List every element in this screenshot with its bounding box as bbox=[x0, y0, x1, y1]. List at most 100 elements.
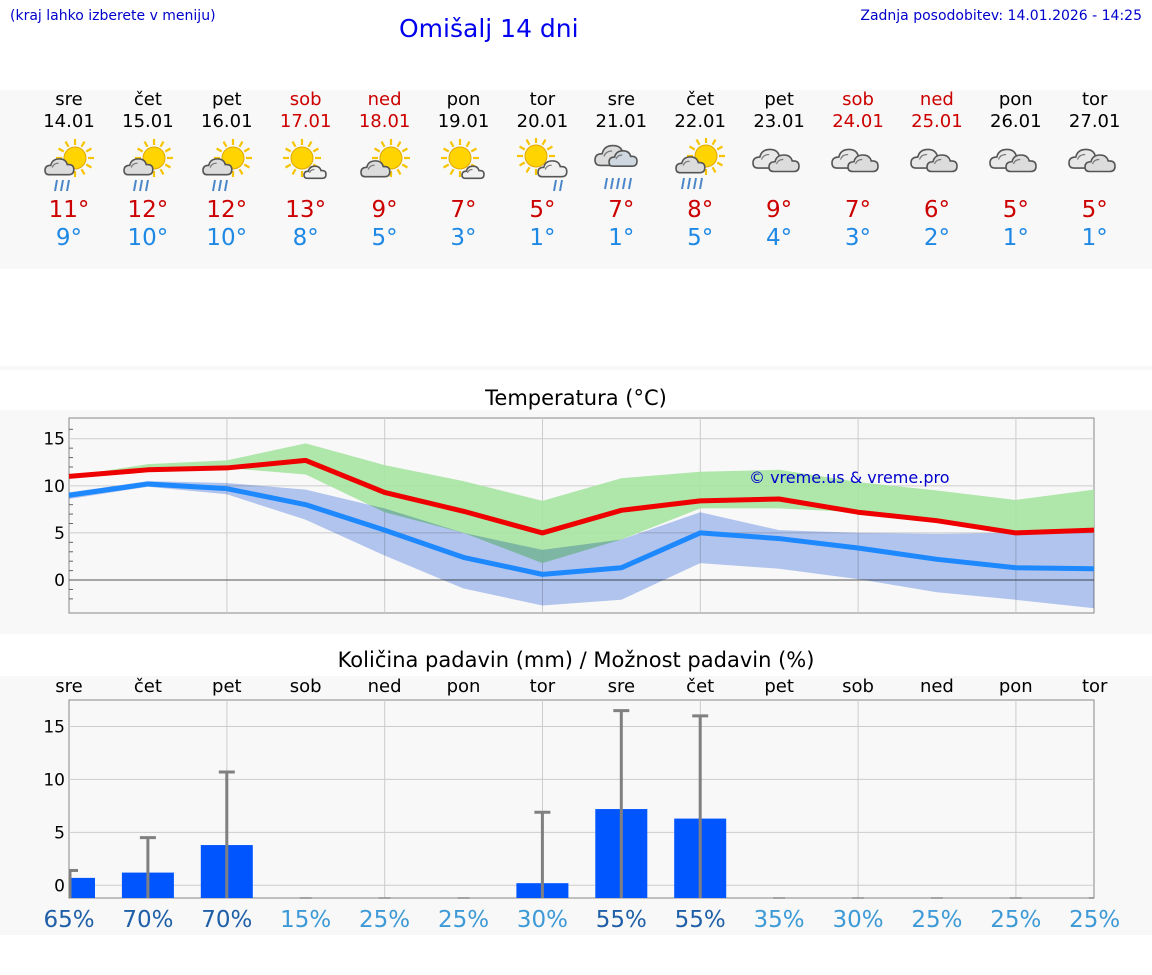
day-name: pet bbox=[764, 89, 794, 110]
category-label: čet bbox=[134, 676, 162, 697]
day-date: 22.01 bbox=[674, 111, 726, 132]
temperature-chart-title: Temperatura (°C) bbox=[485, 386, 667, 410]
day-name: čet bbox=[133, 89, 162, 110]
max-temperature: 9° bbox=[766, 197, 793, 223]
min-temperature: 5° bbox=[371, 225, 398, 251]
precipitation-probability: 30% bbox=[517, 907, 568, 933]
day-date: 18.01 bbox=[358, 111, 411, 132]
min-temperature: 10° bbox=[206, 225, 248, 251]
forecast-day: sob 17.01 13° 8° bbox=[266, 88, 346, 252]
max-temperature: 12° bbox=[206, 197, 248, 223]
day-date: 20.01 bbox=[516, 111, 569, 132]
sun-cloud-heavy-rain-icon bbox=[670, 137, 730, 194]
precipitation-probability: 55% bbox=[675, 907, 726, 933]
day-date: 16.01 bbox=[201, 111, 253, 132]
forecast-day: sob 24.01 7° 3° bbox=[818, 88, 898, 252]
precipitation-probability: 55% bbox=[596, 907, 647, 933]
sun-small-cloud-icon bbox=[434, 138, 494, 194]
min-temperature: 3° bbox=[450, 225, 477, 251]
max-temperature: 8° bbox=[687, 197, 714, 223]
precipitation-probability: 30% bbox=[832, 907, 883, 933]
cloud-rain-icon bbox=[591, 138, 651, 194]
day-date: 27.01 bbox=[1068, 111, 1121, 132]
forecast-day: sre 14.01 11° 9° bbox=[29, 88, 109, 252]
precipitation-bar bbox=[69, 877, 95, 898]
day-name: sre bbox=[55, 89, 83, 110]
day-date: 24.01 bbox=[832, 111, 884, 132]
max-temperature: 5° bbox=[529, 197, 556, 223]
day-date: 26.01 bbox=[990, 111, 1042, 132]
day-name: tor bbox=[529, 89, 556, 110]
day-name: tor bbox=[1081, 89, 1108, 110]
max-temperature: 5° bbox=[1081, 197, 1108, 223]
day-name: sob bbox=[289, 89, 322, 110]
y-tick-label: 15 bbox=[43, 717, 65, 737]
day-name: sob bbox=[842, 89, 874, 110]
min-temperature: 9° bbox=[55, 225, 83, 251]
precipitation-chart: 0 5 10 15 sre čet pet sob ned pon tor sre čet pet sob n… bbox=[43, 676, 1120, 933]
max-temperature: 7° bbox=[844, 197, 872, 223]
day-name: sre bbox=[607, 89, 636, 110]
y-tick-label: 5 bbox=[54, 524, 65, 544]
sun-small-cloud-icon bbox=[276, 138, 336, 194]
precipitation-probability: 15% bbox=[280, 907, 331, 933]
category-label: tor bbox=[530, 676, 556, 697]
category-label: pet bbox=[212, 676, 242, 697]
precipitation-probability: 25% bbox=[1069, 907, 1120, 933]
precipitation-probability: 25% bbox=[359, 907, 410, 933]
category-label: sob bbox=[842, 676, 874, 697]
day-name: pet bbox=[212, 89, 242, 110]
last-updated: Zadnja posodobitev: 14.01.2026 - 14:25 bbox=[860, 8, 1142, 24]
min-temperature: 1° bbox=[608, 225, 635, 251]
sun-cloud-rain-icon bbox=[39, 138, 99, 194]
min-temperature: 1° bbox=[529, 225, 556, 251]
min-temperature: 3° bbox=[844, 225, 872, 251]
forecast-day: tor 20.01 5° 1° bbox=[502, 88, 582, 252]
cloud-icon bbox=[1065, 138, 1125, 194]
max-temperature: 5° bbox=[1002, 197, 1029, 223]
category-label: čet bbox=[686, 676, 714, 697]
max-temperature: 9° bbox=[371, 197, 398, 223]
min-temperature: 1° bbox=[1081, 225, 1108, 251]
min-temperature: 10° bbox=[127, 225, 169, 251]
forecast-day: pon 26.01 5° 1° bbox=[976, 88, 1056, 252]
category-label: pet bbox=[764, 676, 794, 697]
max-temperature-line bbox=[68, 457, 1095, 536]
min-temperature: 1° bbox=[1002, 225, 1029, 251]
min-temperature: 4° bbox=[766, 225, 793, 251]
cloud-icon bbox=[749, 138, 809, 194]
cloud-icon bbox=[907, 138, 967, 194]
day-name: ned bbox=[367, 89, 402, 110]
category-label: sre bbox=[55, 676, 82, 697]
day-date: 25.01 bbox=[911, 111, 963, 132]
forecast-day: čet 15.01 12° 10° bbox=[108, 88, 188, 252]
day-date: 23.01 bbox=[753, 111, 805, 132]
forecast-day: ned 18.01 9° 5° bbox=[345, 88, 425, 252]
cloud-icon bbox=[986, 138, 1046, 194]
precipitation-probability: 25% bbox=[438, 907, 489, 933]
max-temperature: 7° bbox=[608, 197, 635, 223]
day-name: ned bbox=[919, 89, 954, 110]
min-temperature: 5° bbox=[687, 225, 714, 251]
day-date: 15.01 bbox=[122, 111, 174, 132]
category-label: ned bbox=[920, 676, 954, 697]
max-temperature: 12° bbox=[127, 197, 169, 223]
sun-cloud-rain-icon bbox=[118, 138, 178, 194]
cloud-icon bbox=[828, 138, 888, 194]
y-tick-label: 10 bbox=[43, 477, 65, 497]
max-temperature: 13° bbox=[285, 197, 327, 223]
min-temperature-line bbox=[68, 481, 1095, 577]
forecast-strip-background bbox=[0, 90, 1152, 269]
separator-strip bbox=[0, 366, 1152, 370]
forecast-day: čet 22.01 8° 5° bbox=[660, 88, 740, 252]
forecast-day: pon 19.01 7° 3° bbox=[424, 88, 504, 252]
precipitation-probability: 70% bbox=[122, 907, 173, 933]
category-label: sre bbox=[608, 676, 635, 697]
category-label: sob bbox=[290, 676, 322, 697]
max-temperature: 11° bbox=[48, 197, 90, 223]
y-tick-label: 0 bbox=[54, 571, 65, 591]
min-temperature: 2° bbox=[923, 225, 950, 251]
max-temperature: 6° bbox=[923, 197, 950, 223]
forecast-day: ned 25.01 6° 2° bbox=[897, 88, 977, 252]
y-tick-label: 15 bbox=[43, 430, 65, 450]
